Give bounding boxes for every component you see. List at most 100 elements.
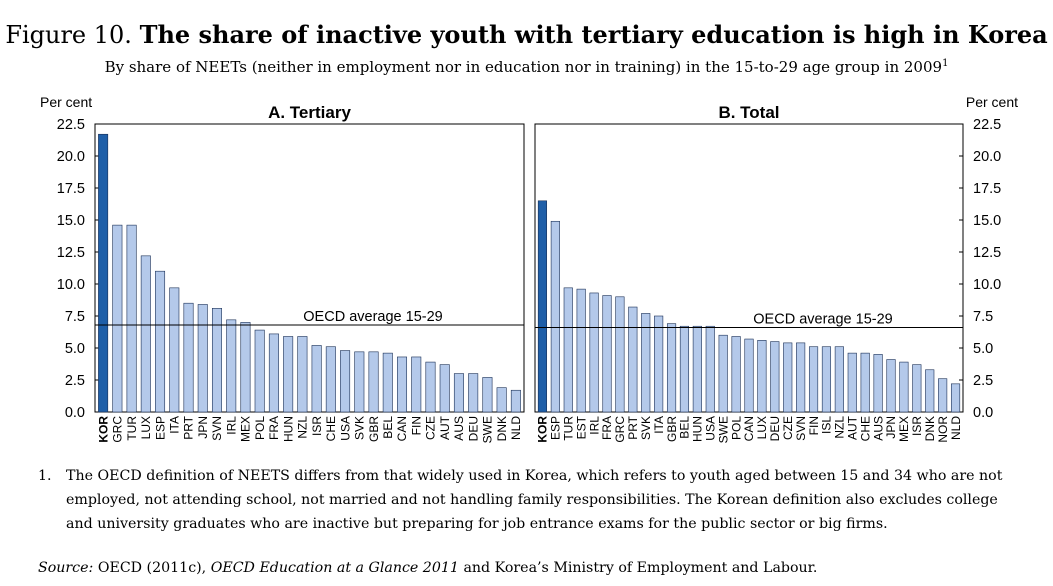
panel-a-bar-kor [98, 133, 109, 413]
panel-a-xtick-label: AUS [452, 416, 466, 441]
panel-b-ytick-label: 20.0 [973, 149, 1001, 165]
panel-b-bar-bel [679, 325, 690, 413]
panel-a-bar-irl [226, 319, 237, 413]
panel-a-bar-jpn [197, 304, 208, 413]
panel-a-xtick-label: ITA [167, 416, 181, 434]
footnote-text: The OECD definition of NEETS differs fro… [66, 468, 1003, 532]
footnote-number: 1. [38, 468, 52, 484]
panel-a-bar-esp [155, 270, 166, 413]
panel-a-xtick-label: AUT [438, 415, 452, 440]
panel-b-bar-kor [537, 200, 548, 413]
panel-b-xtick-label: KOR [536, 416, 550, 443]
panel-b-title: B. Total [718, 103, 779, 122]
panel-a-xtick-label: IRL [224, 416, 238, 435]
panel-a-bar-nld [510, 389, 521, 413]
panel-a-bar-cze [425, 361, 436, 413]
panel-b-bar-can [744, 338, 754, 413]
panel-b-ytick-label: 5.0 [973, 341, 993, 357]
panel-b-bar-gbr [666, 323, 677, 413]
panel-b-ylabel: Per cent [966, 94, 1018, 110]
panel-a-xtick-label: CHE [324, 416, 338, 441]
panel-a-xtick-label: DEU [466, 416, 480, 441]
panel-a-bar-gbr [368, 351, 379, 413]
panel-a-xtick-label: FIN [409, 416, 423, 435]
panel-b-xtick-label: ESP [549, 416, 563, 440]
panel-b-xtick-label: NOR [936, 416, 950, 443]
panel-b-bar-lux [757, 340, 767, 413]
figure-subtitle-text: By share of NEETs (neither in employment… [104, 58, 943, 76]
panel-a-xtick-label: CAN [395, 416, 409, 441]
panel-a-ytick-label: 15.0 [57, 213, 85, 229]
panel-a-ytick-label: 22.5 [57, 117, 85, 133]
panel-b-xtick-label: NZL [833, 416, 847, 439]
panel-a-bar-fin [411, 356, 422, 413]
panel-b-bar-nor [938, 378, 948, 413]
panel-b-ytick-label: 22.5 [973, 117, 1001, 133]
panel-b-bar-dnk [925, 369, 935, 413]
panel-b-bar-fin [808, 346, 819, 413]
panel-b-xtick-label: GRC [613, 416, 627, 443]
panel-a-bar-mex [240, 322, 251, 413]
panel-a-bar-usa [340, 350, 351, 413]
panel-b-bar-mex [899, 361, 909, 413]
panel-a-ytick-label: 20.0 [57, 149, 85, 165]
panel-b-xtick-label: NLD [949, 416, 963, 440]
panel-a-ytick-label: 7.5 [65, 309, 85, 325]
panel-a-bar-che [325, 346, 336, 413]
panel-b-xtick-label: SVK [639, 416, 653, 440]
panel-a-bar-aus [453, 373, 464, 413]
panel-b-xtick-label: GBR [665, 416, 679, 442]
panel-b-xtick-label: BEL [678, 416, 692, 439]
panel-a-xtick-label: JPN [196, 416, 210, 439]
panel-b-ytick-label: 2.5 [973, 373, 993, 389]
panel-a-xtick-label: SVN [210, 416, 224, 441]
footnote: 1. The OECD definition of NEETS differs … [38, 464, 1028, 536]
panel-b-bar-nzl [834, 346, 844, 413]
figure-subtitle: By share of NEETs (neither in employment… [0, 58, 1053, 76]
panel-b-bar-fra [602, 295, 612, 413]
panel-a-bar-svk [354, 351, 365, 413]
panel-b-ytick-label: 12.5 [973, 245, 1001, 261]
panel-b-bar-isr [912, 364, 922, 413]
panel-b-bar-irl [589, 292, 599, 413]
panel-b-bar-usa [705, 325, 715, 413]
panel-a-bar-fra [268, 333, 279, 413]
panel-b-xtick-label: DNK [923, 416, 937, 441]
panel-b-bar-isl [821, 346, 832, 413]
panel-b-xtick-label: ITA [652, 416, 666, 434]
panel-b-bar-swe [718, 334, 728, 413]
panel-b-xtick-label: ISL [820, 416, 834, 434]
source-part1: OECD (2011c), [97, 560, 207, 576]
panel-b-xtick-label: CZE [781, 416, 795, 440]
panel-a-ytick-label: 0.0 [65, 405, 85, 421]
panel-a-xtick-label: SVK [353, 416, 367, 440]
panel-a-xtick-label: ESP [153, 416, 167, 440]
figure-title: Figure 10. The share of inactive youth w… [0, 20, 1053, 49]
panel-b-bar-che [860, 352, 870, 413]
panel-b-ytick-label: 7.5 [973, 309, 993, 325]
panel-a-ytick-label: 17.5 [57, 181, 85, 197]
panel-a-xtick-label: NLD [509, 416, 523, 440]
panel-b-xtick-label: LUX [755, 416, 769, 439]
panel-b-xtick-label: AUT [845, 415, 859, 440]
panel-b-xtick-label: CHE [858, 416, 872, 441]
panel-a-xtick-label: HUN [281, 416, 295, 442]
panel-b-bar-cze [783, 342, 793, 413]
panel-b-ytick-label: 17.5 [973, 181, 1001, 197]
panel-b-ytick-label: 15.0 [973, 213, 1001, 229]
panel-a-bar-deu [468, 373, 479, 413]
panel-a-xtick-label: BEL [381, 416, 395, 439]
panel-a-bar-lux [140, 255, 151, 413]
panel-b-xtick-label: IRL [587, 416, 601, 435]
panel-b-bar-nld [950, 383, 961, 413]
panel-a-bar-nzl [297, 336, 308, 413]
panel-a-xtick-label: DNK [495, 416, 509, 441]
panel-b-xtick-label: SVN [794, 416, 808, 441]
panel-a-bar-aut [439, 364, 450, 413]
panel-b-bar-est [576, 288, 586, 413]
panel-a-bar-isr [311, 345, 322, 413]
panel-a-ytick-label: 5.0 [65, 341, 85, 357]
panel-a-xtick-label: TUR [125, 416, 139, 441]
panel-b-xtick-label: CAN [742, 416, 756, 441]
